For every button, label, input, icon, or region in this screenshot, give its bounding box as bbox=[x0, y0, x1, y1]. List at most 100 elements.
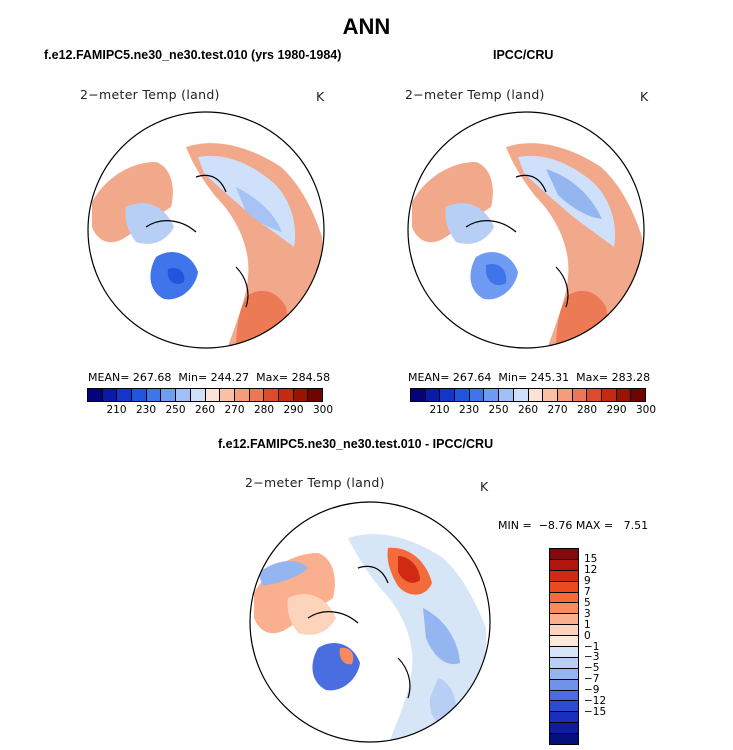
colorbar-swatch bbox=[616, 389, 632, 401]
colorbar-tick-label: 260 bbox=[194, 404, 216, 416]
diff-colorbar bbox=[549, 548, 579, 745]
colorbar-swatch bbox=[161, 389, 177, 401]
colorbar-tick-label: 7 bbox=[584, 585, 591, 598]
colorbar-swatch bbox=[550, 701, 578, 713]
colorbar-swatch bbox=[550, 723, 578, 735]
model-stats: MEAN= 267.68 Min= 244.27 Max= 284.58 bbox=[88, 371, 331, 384]
colorbar-tick-label: 12 bbox=[584, 563, 598, 576]
colorbar-swatch bbox=[499, 389, 514, 401]
colorbar-tick-label: 290 bbox=[283, 404, 304, 416]
colorbar-swatch bbox=[484, 389, 500, 401]
diff-units-label: K bbox=[480, 479, 489, 494]
colorbar-swatch bbox=[550, 603, 578, 615]
colorbar-swatch bbox=[264, 389, 279, 401]
colorbar-swatch bbox=[550, 570, 578, 582]
colorbar-swatch bbox=[528, 389, 544, 401]
colorbar-swatch bbox=[550, 668, 578, 680]
colorbar-tick-label: 5 bbox=[584, 596, 591, 609]
colorbar-swatch bbox=[550, 625, 578, 637]
figure-title: ANN bbox=[342, 14, 391, 39]
colorbar-tick-label: −3 bbox=[584, 651, 600, 664]
model-panel-title: f.e12.FAMIPC5.ne30_ne30.test.010 (yrs 19… bbox=[44, 48, 342, 62]
colorbar-swatch bbox=[550, 636, 578, 648]
colorbar-tick-label: 3 bbox=[584, 607, 591, 620]
colorbar-swatch bbox=[190, 389, 206, 401]
colorbar-tick-label: 210 bbox=[429, 404, 450, 416]
colorbar-swatch bbox=[176, 389, 191, 401]
eurasia-landmass bbox=[186, 143, 323, 348]
colorbar-swatch bbox=[132, 389, 147, 401]
diff-colorbar-ticks: 15 12 9 7 5 3 1 0 −1 −3 −5 −7 −9 −12 −15 bbox=[584, 548, 624, 743]
colorbar-swatch bbox=[550, 679, 578, 691]
colorbar-tick-label: 15 bbox=[584, 552, 598, 565]
obs-panel-title: IPCC/CRU bbox=[493, 48, 554, 62]
colorbar-tick-label: 0 bbox=[584, 629, 591, 642]
diff-polar-map bbox=[249, 501, 491, 743]
colorbar-swatch bbox=[88, 389, 103, 401]
colorbar-tick-label: −7 bbox=[584, 673, 600, 686]
colorbar-swatch bbox=[550, 592, 578, 604]
obs-colorbar bbox=[410, 388, 646, 402]
model-colorbar-ticks: 210 230 250 260 270 280 290 300 bbox=[87, 404, 333, 418]
colorbar-tick-label: 210 bbox=[106, 404, 127, 416]
colorbar-swatch bbox=[146, 389, 162, 401]
colorbar-swatch bbox=[425, 389, 441, 401]
model-variable-label: 2−meter Temp (land) bbox=[80, 87, 220, 102]
colorbar-tick-label: −9 bbox=[584, 684, 600, 697]
colorbar-swatch bbox=[550, 712, 578, 724]
colorbar-swatch bbox=[601, 389, 617, 401]
colorbar-swatch bbox=[234, 389, 250, 401]
colorbar-tick-label: 1 bbox=[584, 618, 591, 631]
north-america-landmass bbox=[92, 162, 173, 243]
colorbar-swatch bbox=[587, 389, 602, 401]
colorbar-tick-label: −15 bbox=[584, 706, 607, 719]
colorbar-tick-label: 280 bbox=[253, 404, 275, 416]
colorbar-tick-label: 290 bbox=[606, 404, 627, 416]
colorbar-tick-label: 270 bbox=[547, 404, 568, 416]
colorbar-swatch bbox=[550, 614, 578, 626]
obs-stats: MEAN= 267.64 Min= 245.31 Max= 283.28 bbox=[408, 371, 651, 384]
colorbar-swatch bbox=[411, 389, 426, 401]
colorbar-swatch bbox=[550, 690, 578, 702]
siberia-cold-core bbox=[236, 187, 282, 232]
colorbar-swatch bbox=[220, 389, 235, 401]
colorbar-tick-label: 230 bbox=[135, 404, 157, 416]
obs-units-label: K bbox=[640, 89, 649, 104]
colorbar-swatch bbox=[440, 389, 456, 401]
colorbar-swatch bbox=[102, 389, 118, 401]
colorbar-swatch bbox=[278, 389, 294, 401]
colorbar-swatch bbox=[550, 657, 578, 669]
colorbar-swatch bbox=[308, 389, 322, 401]
colorbar-swatch bbox=[572, 389, 588, 401]
colorbar-tick-label: 300 bbox=[312, 404, 334, 416]
model-polar-map bbox=[87, 111, 325, 349]
colorbar-swatch bbox=[550, 559, 578, 571]
colorbar-swatch bbox=[513, 389, 529, 401]
colorbar-tick-label: 230 bbox=[458, 404, 480, 416]
obs-colorbar-ticks: 210 230 250 260 270 280 290 300 bbox=[410, 404, 656, 418]
colorbar-swatch bbox=[293, 389, 309, 401]
diff-panel-title: f.e12.FAMIPC5.ne30_ne30.test.010 - IPCC/… bbox=[218, 437, 494, 451]
colorbar-swatch bbox=[455, 389, 470, 401]
colorbar-tick-label: 250 bbox=[165, 404, 186, 416]
colorbar-tick-label: 260 bbox=[517, 404, 539, 416]
colorbar-tick-label: 270 bbox=[224, 404, 245, 416]
colorbar-tick-label: 280 bbox=[576, 404, 598, 416]
model-units-label: K bbox=[316, 89, 325, 104]
colorbar-swatch bbox=[550, 647, 578, 658]
colorbar-swatch bbox=[550, 549, 578, 560]
colorbar-tick-label: −5 bbox=[584, 662, 600, 675]
colorbar-swatch bbox=[550, 581, 578, 593]
obs-polar-map bbox=[407, 111, 645, 349]
colorbar-swatch bbox=[469, 389, 485, 401]
colorbar-tick-label: 300 bbox=[635, 404, 657, 416]
colorbar-swatch bbox=[205, 389, 221, 401]
canada-cold-zone bbox=[125, 203, 174, 244]
colorbar-swatch bbox=[249, 389, 265, 401]
diff-stats: MIN = −8.76 MAX = 7.51 bbox=[498, 519, 649, 532]
eurasia-landmass bbox=[506, 143, 643, 348]
colorbar-tick-label: −1 bbox=[584, 640, 600, 653]
colorbar-swatch bbox=[117, 389, 133, 401]
colorbar-tick-label: 250 bbox=[488, 404, 509, 416]
colorbar-tick-label: −12 bbox=[584, 695, 607, 708]
